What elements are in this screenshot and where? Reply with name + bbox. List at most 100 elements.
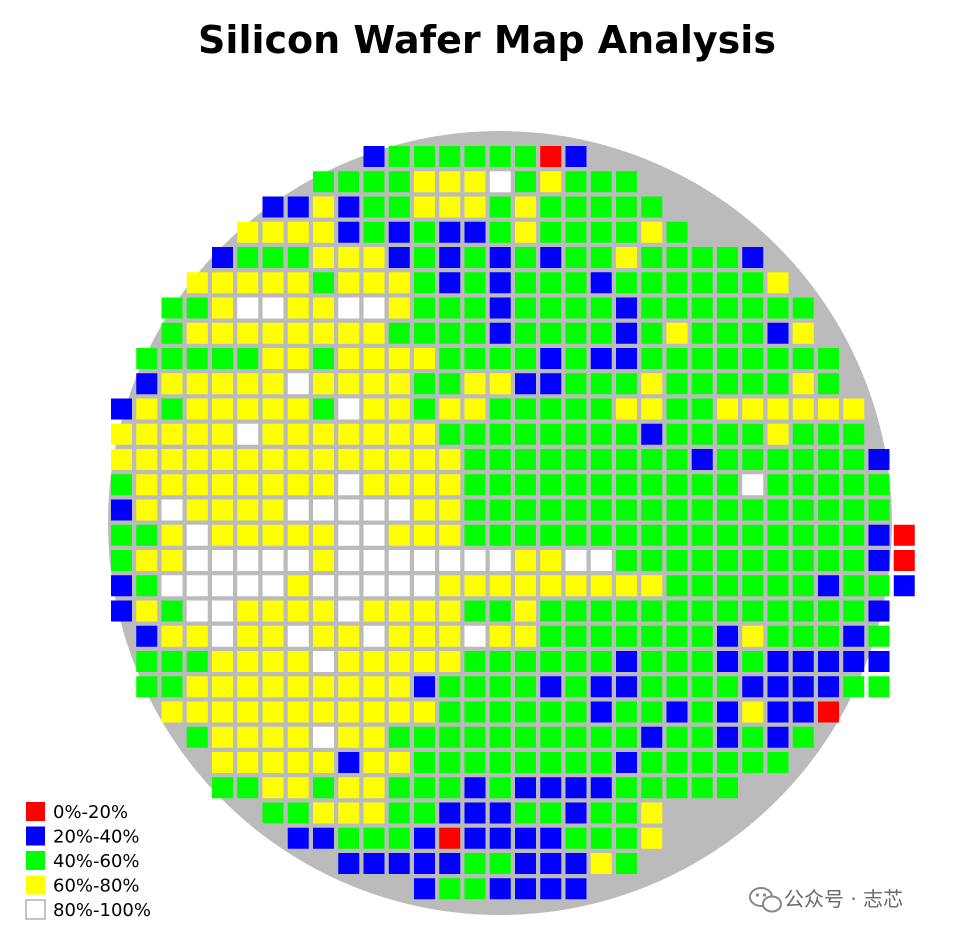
die-r6-c18 xyxy=(565,297,587,319)
die-r21-c3 xyxy=(186,676,208,698)
die-r22-c4 xyxy=(212,701,233,723)
die-r28-c9 xyxy=(338,853,360,874)
die-r6-c3 xyxy=(186,297,208,319)
die-r28-c19 xyxy=(590,853,612,874)
die-r22-c9 xyxy=(338,701,360,723)
die-r14-c23 xyxy=(691,499,713,521)
die-r29-c16 xyxy=(515,878,536,900)
die-r20-c3 xyxy=(186,651,208,672)
die-r23-c20 xyxy=(616,726,637,748)
die-r19-c23 xyxy=(691,625,713,647)
legend-swatch-80%-100% xyxy=(25,899,46,920)
die-r17-c30 xyxy=(868,575,890,597)
die-r1-c15 xyxy=(489,171,511,193)
die-r17-c16 xyxy=(515,575,536,597)
die-r18-c21 xyxy=(641,600,663,622)
die-r16-c8 xyxy=(313,550,334,571)
die-r13-c27 xyxy=(792,474,814,496)
die-r13-c20 xyxy=(616,474,637,496)
die-r18-c14 xyxy=(464,600,486,622)
die-r28-c16 xyxy=(515,853,536,874)
die-r16-c1 xyxy=(136,550,158,571)
die-r12-c14 xyxy=(464,449,486,470)
die-r6-c22 xyxy=(666,297,688,319)
die-r14-c5 xyxy=(237,499,259,521)
die-r11-c2 xyxy=(161,423,183,445)
die-r1-c20 xyxy=(616,171,637,193)
die-r20-c27 xyxy=(792,651,814,672)
die-r25-c14 xyxy=(464,777,486,799)
die-r4-c22 xyxy=(666,247,688,268)
die-r19-c7 xyxy=(287,625,309,647)
die-r10-c21 xyxy=(641,398,663,420)
die-r7-c19 xyxy=(590,322,612,344)
die-r19-c28 xyxy=(818,625,839,647)
die-r23-c23 xyxy=(691,726,713,748)
die-r28-c14 xyxy=(464,853,486,874)
die-r4-c18 xyxy=(565,247,587,268)
die-r9-c23 xyxy=(691,373,713,395)
die-r5-c16 xyxy=(515,272,536,294)
die-r28-c15 xyxy=(489,853,511,874)
die-r17-c17 xyxy=(540,575,562,597)
die-r26-c16 xyxy=(515,802,536,824)
die-r2-c7 xyxy=(287,196,309,218)
die-r13-c9 xyxy=(338,474,360,496)
die-r25-c13 xyxy=(439,777,461,799)
die-r21-c23 xyxy=(691,676,713,698)
die-r21-c7 xyxy=(287,676,309,698)
die-r12-c22 xyxy=(666,449,688,470)
die-r18-c5 xyxy=(237,600,259,622)
die-r27-c8 xyxy=(313,827,334,849)
die-r22-c7 xyxy=(287,701,309,723)
die-r27-c10 xyxy=(363,827,385,849)
die-r7-c9 xyxy=(338,322,360,344)
die-grid xyxy=(111,146,915,900)
die-r21-c20 xyxy=(616,676,637,698)
die-r0-c14 xyxy=(464,146,486,167)
die-r21-c10 xyxy=(363,676,385,698)
die-r6-c26 xyxy=(767,297,789,319)
die-r8-c12 xyxy=(414,348,435,369)
die-r11-c0 xyxy=(111,423,132,445)
die-r23-c7 xyxy=(287,726,309,748)
die-r4-c11 xyxy=(388,247,410,268)
die-r7-c8 xyxy=(313,322,334,344)
die-r15-c27 xyxy=(792,524,814,546)
die-r16-c4 xyxy=(212,550,233,571)
die-r9-c11 xyxy=(388,373,410,395)
die-r4-c24 xyxy=(717,247,738,268)
die-r18-c28 xyxy=(818,600,839,622)
die-r23-c14 xyxy=(464,726,486,748)
die-r5-c25 xyxy=(742,272,764,294)
die-r5-c10 xyxy=(363,272,385,294)
die-r25-c12 xyxy=(414,777,435,799)
die-r25-c5 xyxy=(237,777,259,799)
die-r18-c11 xyxy=(388,600,410,622)
die-r10-c4 xyxy=(212,398,233,420)
die-r6-c23 xyxy=(691,297,713,319)
die-r6-c6 xyxy=(262,297,284,319)
die-r12-c30 xyxy=(868,449,890,470)
die-r4-c21 xyxy=(641,247,663,268)
die-r9-c27 xyxy=(792,373,814,395)
die-r18-c1 xyxy=(136,600,158,622)
die-r17-c10 xyxy=(363,575,385,597)
die-r21-c15 xyxy=(489,676,511,698)
die-r13-c6 xyxy=(262,474,284,496)
die-r22-c23 xyxy=(691,701,713,723)
die-r4-c25 xyxy=(742,247,764,268)
die-r21-c30 xyxy=(868,676,890,698)
die-r26-c11 xyxy=(388,802,410,824)
die-r24-c25 xyxy=(742,752,764,773)
die-r20-c1 xyxy=(136,651,158,672)
die-r16-c3 xyxy=(186,550,208,571)
die-r11-c11 xyxy=(388,423,410,445)
die-r6-c7 xyxy=(287,297,309,319)
die-r27-c21 xyxy=(641,827,663,849)
die-r22-c11 xyxy=(388,701,410,723)
die-r19-c30 xyxy=(868,625,890,647)
die-r15-c3 xyxy=(186,524,208,546)
die-r15-c14 xyxy=(464,524,486,546)
die-r16-c31 xyxy=(893,550,915,571)
